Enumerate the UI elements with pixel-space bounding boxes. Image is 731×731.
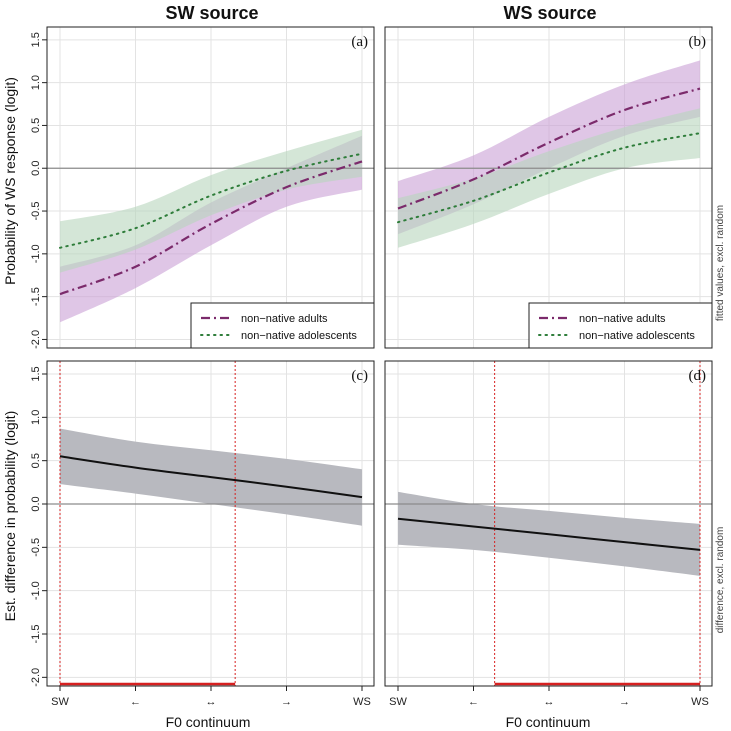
panel-c: (c) -2.0 -1.5 -1.0 -0.5 0.0 0.5 1.0 1.5 SW ← ↔ → WS bbox=[30, 360, 375, 708]
panel-label: (d) bbox=[689, 368, 707, 384]
legend-label-adolescents: non−native adolescents bbox=[579, 330, 695, 342]
x-tick-label: SW bbox=[389, 696, 407, 708]
y-tick-label: 0.0 bbox=[30, 161, 42, 176]
x-tick-label: WS bbox=[353, 696, 371, 708]
panel-d: (d) SW ← ↔ → WS bbox=[384, 360, 713, 708]
y-axis-title-bottom: Est. difference in probability (logit) bbox=[2, 411, 18, 622]
panel-a: (a) -2.0 -1.5 -1.0 -0.5 0.0 0.5 1.0 1.5 non−nativ… bbox=[30, 26, 375, 349]
y-tick-label: 1.0 bbox=[30, 75, 42, 90]
x-tick-label: ↔ bbox=[206, 696, 217, 708]
y-axis-title-top: Probability of WS response (logit) bbox=[2, 77, 18, 285]
legend-box bbox=[190, 302, 375, 349]
confidence-band-adolescents bbox=[398, 108, 700, 248]
side-note-fitted-values: fitted values, excl. random bbox=[715, 205, 726, 321]
y-tick-label: -0.5 bbox=[30, 538, 42, 557]
side-note-difference: difference, excl. random bbox=[715, 527, 726, 634]
y-tick-label: 1.0 bbox=[30, 410, 42, 425]
x-tick-label: → bbox=[619, 696, 630, 708]
legend-label-adults: non−native adults bbox=[579, 313, 666, 325]
panel-label: (b) bbox=[689, 34, 707, 50]
x-tick-label: SW bbox=[51, 696, 69, 708]
legend: non−native adults non−native adolescents bbox=[528, 302, 713, 349]
series-line-adults bbox=[59, 160, 363, 296]
y-tick-label: -0.5 bbox=[30, 202, 42, 221]
x-tick-label: ← bbox=[468, 696, 479, 708]
series-line-adolescents bbox=[59, 152, 363, 249]
column-title-sw-source: SW source bbox=[165, 3, 258, 23]
panel-label: (a) bbox=[351, 34, 368, 50]
series-line-adolescents bbox=[397, 132, 701, 224]
y-tick-label: -1.0 bbox=[30, 581, 42, 600]
series-line-difference bbox=[59, 455, 363, 499]
x-axis-title-right: F0 continuum bbox=[506, 714, 591, 730]
x-tick-label: ← bbox=[130, 696, 141, 708]
y-tick-label: 0.0 bbox=[30, 496, 42, 511]
x-axis-title-left: F0 continuum bbox=[166, 714, 251, 730]
column-title-ws-source: WS source bbox=[503, 3, 596, 23]
y-tick-label: -2.0 bbox=[30, 668, 42, 687]
series-line-adults bbox=[397, 87, 701, 210]
y-tick-label: 1.5 bbox=[30, 366, 42, 381]
y-tick-label: 0.5 bbox=[30, 453, 42, 468]
x-tick-label: → bbox=[281, 696, 292, 708]
y-tick-label: 1.5 bbox=[30, 32, 42, 47]
series-line-difference bbox=[397, 517, 701, 551]
y-tick-label: 0.5 bbox=[30, 118, 42, 133]
panels: (a) -2.0 -1.5 -1.0 -0.5 0.0 0.5 1.0 1.5 non−nativ… bbox=[30, 26, 713, 708]
y-tick-label: -1.5 bbox=[30, 625, 42, 644]
panel-label: (c) bbox=[351, 368, 368, 384]
legend: non−native adults non−native adolescents bbox=[190, 302, 375, 349]
x-tick-label: ↔ bbox=[544, 696, 555, 708]
legend-label-adolescents: non−native adolescents bbox=[241, 330, 357, 342]
legend-box bbox=[528, 302, 713, 349]
panel-b: (b) non−native adults non−native adolescen… bbox=[384, 26, 713, 349]
y-tick-label: -1.5 bbox=[30, 287, 42, 306]
confidence-band-adolescents bbox=[60, 129, 362, 273]
y-tick-label: -1.0 bbox=[30, 244, 42, 263]
x-tick-label: WS bbox=[691, 696, 709, 708]
legend-label-adults: non−native adults bbox=[241, 313, 328, 325]
y-tick-label: -2.0 bbox=[30, 330, 42, 349]
